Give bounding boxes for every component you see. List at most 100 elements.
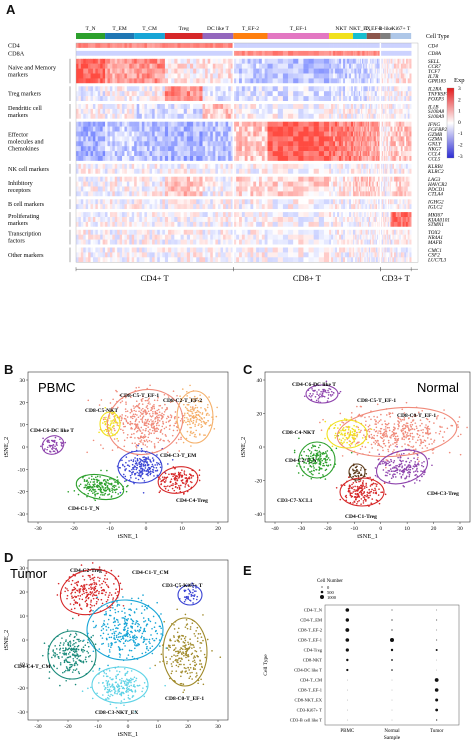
heatmap-cell	[359, 108, 362, 114]
heatmap-cell	[107, 78, 111, 84]
heatmap-cell	[267, 151, 273, 157]
heatmap-cell	[368, 43, 371, 49]
heatmap-cell	[404, 58, 407, 64]
heatmap-cell	[351, 104, 354, 110]
heatmap-cell	[277, 43, 284, 49]
heatmap-cell	[256, 136, 260, 142]
heatmap-cell	[171, 163, 175, 169]
heatmap-cell	[293, 68, 299, 74]
heatmap-cell	[333, 96, 336, 102]
heatmap-cell	[313, 43, 320, 49]
heatmap-cell	[183, 91, 188, 97]
heatmap-cell	[357, 86, 360, 92]
heatmap-cell	[374, 186, 377, 192]
heatmap-cell	[308, 204, 314, 210]
heatmap-cell	[356, 204, 358, 210]
heatmap-cell	[351, 181, 354, 187]
heatmap-cell	[114, 58, 118, 64]
heatmap-cell	[381, 176, 383, 182]
heatmap-cell	[341, 121, 344, 127]
heatmap-cell	[122, 121, 125, 127]
heatmap-cell	[282, 186, 289, 192]
heatmap-cell	[236, 68, 240, 74]
heatmap-cell	[102, 43, 106, 49]
heatmap-cell	[141, 234, 145, 240]
heatmap-cell	[343, 91, 346, 97]
heatmap-cell	[333, 108, 336, 114]
heatmap-cell	[359, 136, 362, 142]
heatmap-cell	[212, 191, 216, 197]
heatmap-cell	[88, 86, 91, 92]
heatmap-cell	[372, 229, 374, 235]
heatmap-cell	[335, 217, 338, 223]
heatmap-cell	[112, 126, 116, 132]
heatmap-cell	[239, 181, 243, 187]
heatmap-cell	[374, 181, 377, 187]
heatmap-cell	[392, 141, 395, 147]
heatmap-cell	[355, 212, 357, 218]
heatmap-cell	[349, 96, 352, 102]
heatmap-cell	[335, 229, 338, 235]
heatmap-cell	[388, 78, 390, 84]
heatmap-cell	[239, 78, 243, 84]
heatmap-cell	[397, 141, 400, 147]
heatmap-cell	[76, 217, 79, 223]
heatmap-cell	[386, 86, 388, 92]
heatmap-cell	[367, 146, 370, 152]
heatmap-cell	[355, 108, 357, 114]
heatmap-cell	[341, 217, 344, 223]
heatmap-cell	[385, 113, 387, 119]
heatmap-cell	[233, 146, 237, 152]
heatmap-cell	[399, 131, 402, 137]
heatmap-cell	[331, 168, 334, 174]
heatmap-cell	[385, 91, 387, 97]
heatmap-cell	[359, 204, 362, 210]
heatmap-cell	[171, 78, 175, 84]
heatmap-cell	[367, 121, 370, 127]
heatmap-cell	[149, 43, 153, 49]
heatmap-cell	[331, 131, 334, 137]
heatmap-cell	[217, 229, 221, 235]
heatmap-cell	[186, 199, 191, 205]
heatmap-cell	[139, 176, 143, 182]
heatmap-cell	[212, 104, 216, 110]
heatmap-cell	[168, 204, 172, 210]
heatmap-cell	[193, 86, 197, 92]
heatmap-cell	[112, 136, 116, 142]
heatmap-cell	[288, 212, 294, 218]
heatmap-cell	[358, 73, 361, 79]
heatmap-cell	[107, 86, 111, 92]
heatmap-cell	[119, 141, 123, 147]
heatmap-cell	[358, 191, 361, 197]
heatmap-cell	[220, 58, 224, 64]
heatmap-cell	[228, 121, 232, 127]
heatmap-cell	[337, 156, 340, 162]
heatmap-cell	[177, 121, 181, 127]
heatmap-cell	[402, 176, 405, 182]
heatmap-cell	[372, 58, 374, 64]
heatmap-cell	[107, 229, 111, 235]
heatmap-cell	[212, 176, 216, 182]
heatmap-cell	[139, 58, 143, 64]
heatmap-cell	[164, 68, 169, 74]
heatmap-cell	[395, 68, 398, 74]
heatmap-cell	[329, 131, 332, 137]
heatmap-cell	[378, 212, 380, 218]
heatmap-cell	[159, 163, 163, 169]
heatmap-cell	[233, 217, 237, 223]
heatmap-cell	[368, 68, 371, 74]
heatmap-cell	[383, 212, 385, 218]
heatmap-cell	[267, 136, 273, 142]
heatmap-cell	[323, 199, 330, 205]
heatmap-cell	[388, 126, 390, 132]
heatmap-cell	[356, 136, 358, 142]
heatmap-cell	[293, 191, 299, 197]
heatmap-cell	[282, 163, 289, 169]
heatmap-cell	[202, 212, 206, 218]
heatmap-cell	[407, 121, 410, 127]
heatmap-cell	[83, 43, 86, 49]
heatmap-cell	[83, 86, 86, 92]
heatmap-cell	[277, 58, 284, 64]
heatmap-cell	[390, 126, 393, 132]
heatmap-cell	[174, 217, 178, 223]
